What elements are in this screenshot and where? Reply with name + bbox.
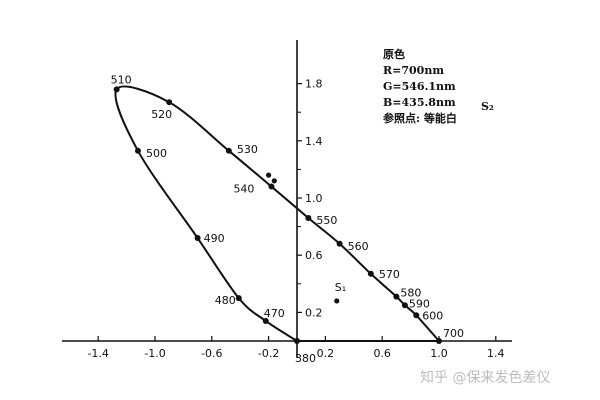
locus-label-570: 570 <box>379 268 400 281</box>
locus-label-470: 470 <box>264 307 285 320</box>
x-tick-label-0: -1.4 <box>87 347 108 360</box>
locus-point-520 <box>166 99 173 106</box>
legend-line-2: G=546.1nm <box>383 80 456 93</box>
locus-label-500: 500 <box>146 147 167 160</box>
locus-label-490: 490 <box>204 232 225 245</box>
legend-line-0: 原色 <box>383 47 405 61</box>
locus-point-500 <box>134 147 141 154</box>
locus-point-590 <box>401 302 408 309</box>
extra-label-s1: S₁ <box>335 281 346 294</box>
locus-label-510: 510 <box>111 73 132 86</box>
locus-label-580: 580 <box>400 287 421 300</box>
locus-point-560 <box>336 240 343 247</box>
locus-label-380: 380 <box>295 352 316 365</box>
x-tick-label-3: -0.2 <box>258 347 279 360</box>
locus-point-700 <box>436 338 442 344</box>
locus-point-490 <box>194 235 201 242</box>
y-tick-label-0: 0.2 <box>305 306 323 319</box>
locus-labels: 380 470 480 490 500 510 520 530 540 550 560 5705805… <box>111 73 464 365</box>
locus-point-470 <box>262 317 269 324</box>
y-tick-label-4: 1.8 <box>305 78 323 91</box>
x-tick-label-6: 1.0 <box>430 347 448 360</box>
locus-point-530 <box>225 147 232 154</box>
extra-point-0 <box>266 172 272 178</box>
locus-label-550: 550 <box>316 214 337 227</box>
x-tick-label-4: 0.2 <box>317 347 335 360</box>
extra-point-1 <box>271 178 277 184</box>
x-tick-label-2: -0.6 <box>201 347 222 360</box>
locus-curve <box>114 85 440 342</box>
legend-line-1: R=700nm <box>383 64 444 77</box>
locus-label-480: 480 <box>215 294 236 307</box>
locus-label-560: 560 <box>348 240 369 253</box>
locus-point-510 <box>113 86 120 93</box>
locus-point-580 <box>393 293 400 300</box>
legend-notes: 原色 R=700nm G=546.1nm B=435.8nm 参照点: 等能白 S₂ <box>383 47 494 125</box>
x-tick-label-5: 0.6 <box>373 347 391 360</box>
locus-label-700: 700 <box>443 327 464 340</box>
locus-point-480 <box>235 295 242 302</box>
locus-label-600: 600 <box>422 309 443 322</box>
locus-point-550 <box>305 215 312 222</box>
legend-line-3: B=435.8nm <box>383 96 456 109</box>
y-tick-label-1: 0.6 <box>305 249 323 262</box>
tick-marks: -1.4 -1.0 -0.6 -0.2 0.2 0.6 1.0 1.4 0.2 0.6 1.0 1.4… <box>87 78 504 360</box>
spectral-locus <box>114 85 440 342</box>
y-tick-label-2: 1.0 <box>305 192 323 205</box>
extra-point-2 <box>334 298 340 304</box>
watermark-text: 知乎 @保来发色差仪 <box>420 369 550 386</box>
locus-label-520: 520 <box>151 108 172 121</box>
x-tick-label-1: -1.0 <box>144 347 165 360</box>
locus-point-540 <box>268 183 275 190</box>
locus-point-380 <box>294 338 300 344</box>
legend-line-4: 参照点: 等能白 <box>383 111 457 125</box>
locus-label-530: 530 <box>237 143 258 156</box>
locus-label-540: 540 <box>233 183 254 196</box>
legend-s2: S₂ <box>481 100 494 113</box>
locus-label-590: 590 <box>409 297 430 310</box>
locus-point-570 <box>367 270 374 277</box>
locus-point-600 <box>413 312 420 319</box>
locus-points <box>113 86 442 344</box>
x-tick-label-7: 1.4 <box>487 347 505 360</box>
y-tick-label-3: 1.4 <box>305 135 323 148</box>
